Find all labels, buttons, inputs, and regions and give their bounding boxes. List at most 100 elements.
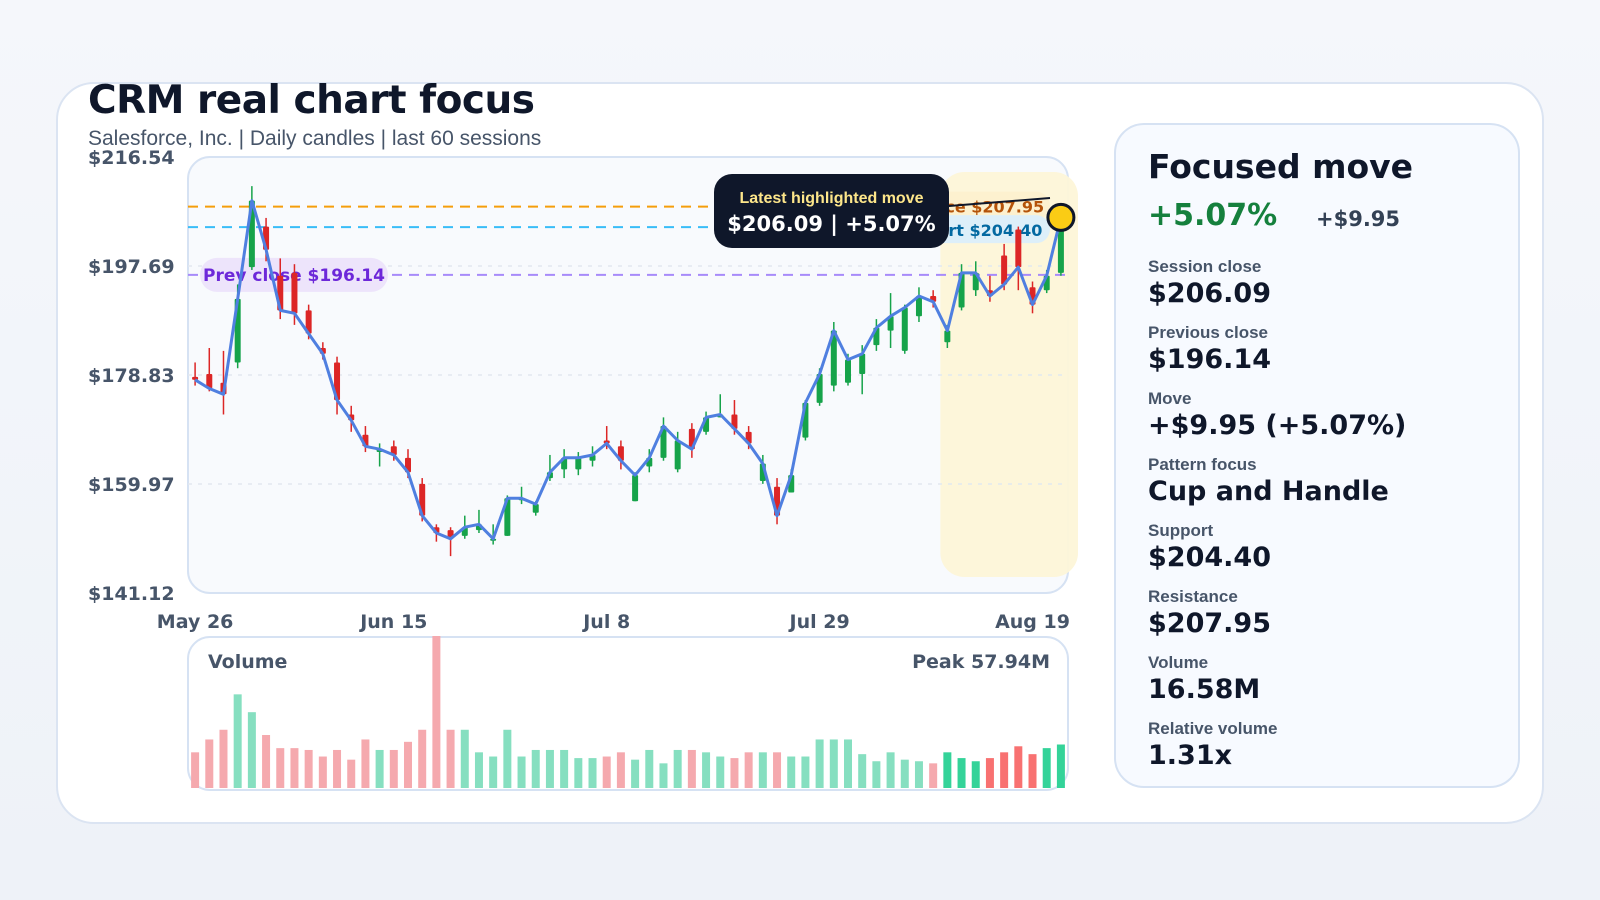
candle-body [575, 457, 582, 470]
volume-bar [829, 739, 838, 788]
stat-value: 1.31x [1148, 740, 1233, 771]
y-tick-label: $178.83 [88, 365, 175, 387]
volume-bar [730, 758, 739, 788]
volume-bar [574, 758, 583, 788]
panel-title: Focused move [1148, 147, 1414, 186]
volume-bar [304, 749, 313, 788]
volume-bar [205, 739, 214, 788]
volume-bar [844, 739, 852, 788]
volume-bar [489, 756, 498, 788]
volume-bar [858, 754, 867, 788]
stat-label: Support [1148, 521, 1214, 540]
volume-bar [191, 752, 200, 788]
candle-body [816, 374, 823, 403]
candle-body [944, 330, 951, 343]
y-tick-label: $159.97 [88, 474, 175, 496]
volume-bar [985, 758, 994, 788]
volume-bar [1014, 746, 1023, 788]
volume-bar [545, 749, 554, 788]
volume-bar [1028, 754, 1037, 788]
stat-move: Move +$9.95 (+5.07%) [1148, 389, 1406, 443]
y-tick-label: $197.69 [88, 256, 175, 278]
volume-bar [460, 729, 469, 788]
stat-volume: Volume 16.58M [1148, 653, 1260, 707]
focus-marker [1046, 202, 1076, 232]
volume-bar [900, 759, 909, 788]
candle-body [532, 504, 539, 513]
volume-bar [957, 758, 966, 788]
stat-label: Session close [1148, 257, 1262, 276]
volume-bar [787, 756, 796, 788]
y-tick-label: $141.12 [88, 583, 175, 605]
candle-body [632, 475, 639, 502]
volume-bar [758, 752, 767, 788]
page-subtitle: Salesforce, Inc. | Daily candles | last … [88, 127, 542, 150]
volume-bar [773, 752, 782, 788]
volume-bar [333, 749, 342, 788]
volume-bar [1000, 752, 1009, 788]
candle-body [206, 374, 213, 389]
x-tick-label: Jul 8 [581, 611, 630, 633]
highlight-tooltip: Latest highlighted move $206.09 | +5.07% [714, 174, 949, 248]
stat-label: Pattern focus [1148, 455, 1257, 474]
stat-value: Cup and Handle [1148, 476, 1389, 507]
stat-previous-close: Previous close $196.14 [1148, 323, 1271, 377]
close-price-line [194, 199, 1063, 541]
volume-bar [943, 752, 952, 788]
volume-bar [1042, 748, 1051, 788]
volume-bar [531, 749, 540, 788]
volume-bar [971, 761, 980, 788]
volume-bar [872, 761, 881, 788]
move-absolute: +$9.95 [1316, 207, 1401, 231]
stat-resistance: Resistance $207.95 [1148, 587, 1271, 641]
volume-bar [815, 739, 824, 788]
stat-label: Previous close [1148, 323, 1269, 342]
volume-bar [687, 749, 696, 788]
volume-bar [801, 756, 810, 788]
stat-value: $207.95 [1148, 608, 1271, 639]
volume-bar [276, 748, 285, 788]
volume-bar [233, 694, 242, 788]
candle-body [674, 440, 681, 470]
candle-body [845, 359, 851, 383]
stat-value: 16.58M [1148, 674, 1261, 705]
stat-session-close: Session close $206.09 [1148, 257, 1271, 311]
volume-bar [347, 759, 356, 788]
volume-bar [446, 729, 455, 788]
stat-label: Volume [1148, 653, 1209, 672]
x-tick-label: Jun 15 [358, 611, 427, 633]
stat-value: $204.40 [1148, 542, 1271, 573]
volume-bar [219, 729, 228, 788]
volume-bar [631, 759, 640, 788]
volume-bar [914, 761, 923, 788]
volume-bar [318, 756, 327, 788]
stat-label: Resistance [1148, 587, 1238, 606]
tooltip-label: Latest highlighted move [739, 190, 924, 207]
volume-label: Volume [208, 651, 287, 673]
stat-value: +$9.95 (+5.07%) [1148, 410, 1407, 441]
candle-body [305, 310, 312, 334]
volume-bar [474, 752, 483, 788]
volume-bar [616, 752, 625, 788]
volume-bar [517, 756, 526, 788]
candle-body [660, 426, 667, 458]
volume-bar [702, 752, 711, 788]
volume-bar [503, 729, 512, 788]
stat-label: Relative volume [1148, 719, 1278, 738]
volume-bar [886, 752, 895, 788]
candle-body [504, 498, 511, 536]
volume-bar [929, 763, 938, 788]
candle-body [830, 330, 837, 386]
volume-bar [432, 636, 441, 788]
candle-body [1001, 255, 1008, 285]
volume-bar [602, 756, 611, 788]
candle-body [901, 307, 908, 351]
stat-relative-volume: Relative volume 1.31x [1148, 719, 1277, 773]
volume-bar [290, 748, 299, 788]
stat-pattern-focus: Pattern focus Cup and Handle [1148, 455, 1389, 509]
stat-value: $196.14 [1148, 344, 1271, 375]
volume-bar [673, 749, 682, 788]
focused-move-panel: Focused move +5.07% +$9.95 Session close… [1114, 123, 1520, 788]
volume-bar [645, 749, 654, 788]
